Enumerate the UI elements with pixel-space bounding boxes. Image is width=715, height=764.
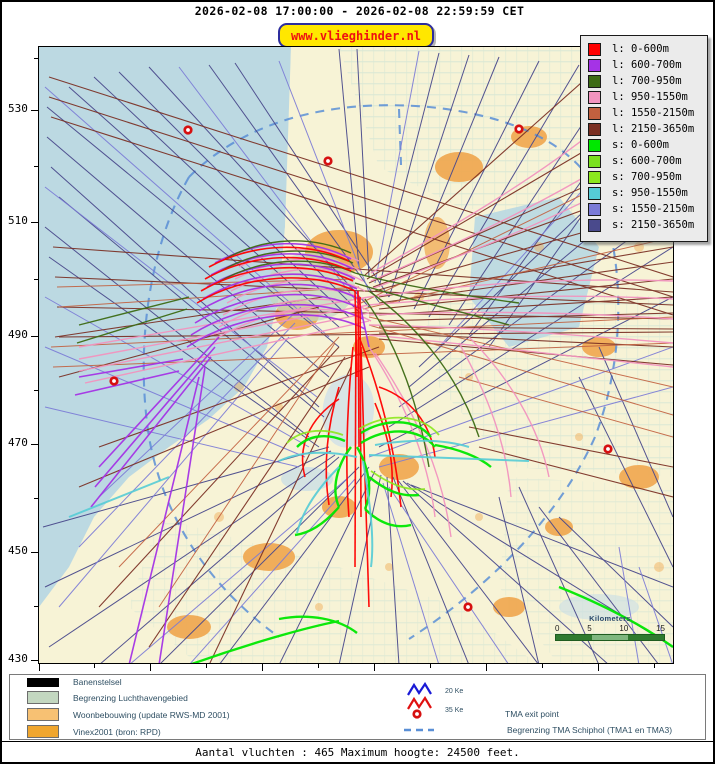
airport-area-swatch-icon (27, 691, 59, 704)
scale-tick-0: 0 (555, 624, 560, 633)
bottom-legend-label: Banenstelsel (73, 677, 122, 687)
legend-label: l: 950-1550m (612, 91, 688, 103)
y-tick-430: 430 (8, 652, 28, 665)
legend-row[interactable]: s: 0-600m (581, 137, 707, 153)
legend-row[interactable]: s: 1550-2150m (581, 201, 707, 217)
scale-bar-segments (555, 634, 665, 641)
site-logo-badge[interactable]: www.vlieghinder.nl (278, 23, 434, 48)
y-tick-530: 530 (8, 102, 28, 115)
legend-label: s: 600-700m (612, 155, 682, 167)
y-tick-490: 490 (8, 328, 28, 341)
bottom-legend-label: TMA exit point (505, 709, 559, 719)
bottom-legend-item-ke: 20 Ke 35 Ke (405, 678, 463, 716)
runway-swatch-icon (27, 677, 59, 687)
legend-label: l: 700-950m (612, 75, 682, 87)
legend-label: s: 700-950m (612, 171, 682, 183)
y-tick-450: 450 (8, 544, 28, 557)
bottom-legend-item-banenstelsel: Banenstelsel (27, 677, 122, 687)
legend-row[interactable]: l: 0-600m (581, 41, 707, 57)
scale-bar-title: Kilometers (589, 614, 631, 623)
legend-swatch-icon (588, 138, 601, 152)
altitude-legend[interactable]: l: 0-600m l: 600-700m l: 700-950m l: 950… (580, 35, 708, 242)
map-canvas[interactable]: Kilometers 0 5 10 15 (38, 46, 674, 664)
scale-tick-1: 5 (587, 624, 592, 633)
legend-label: l: 600-700m (612, 59, 682, 71)
scale-bar: Kilometers 0 5 10 15 (555, 614, 665, 641)
scale-tick-2: 10 (619, 624, 629, 633)
legend-label: l: 1550-2150m (612, 107, 695, 119)
legend-label: s: 2150-3650m (612, 219, 695, 231)
legend-label: s: 0-600m (612, 139, 669, 151)
y-tick-470: 470 (8, 436, 28, 449)
status-bar: Aantal vluchten : 465 Maximum hoogte: 24… (2, 741, 713, 762)
tma-boundary-icon (404, 728, 434, 732)
y-tick-510: 510 (8, 214, 28, 227)
legend-swatch-icon (588, 74, 601, 88)
legend-swatch-icon (588, 58, 601, 72)
map-graphic (39, 47, 673, 663)
legend-swatch-icon (588, 218, 601, 232)
legend-row[interactable]: s: 2150-3650m (581, 217, 707, 233)
bottom-legend-label: Woonbebouwing (update RWS-MD 2001) (73, 709, 230, 720)
bottom-legend-item-vinex: Vinex2001 (bron: RPD) (27, 725, 161, 738)
ke-contour-icon (407, 682, 432, 710)
page-title: 2026-02-08 17:00:00 - 2026-02-08 22:59:5… (194, 4, 525, 18)
legend-swatch-icon (588, 42, 601, 56)
vinex-swatch-icon (27, 725, 59, 738)
ke-35-label: 35 Ke (445, 707, 464, 714)
legend-row[interactable]: l: 950-1550m (581, 89, 707, 105)
legend-label: s: 950-1550m (612, 187, 688, 199)
legend-swatch-icon (588, 106, 601, 120)
bottom-legend-item-woonbebouwing: Woonbebouwing (update RWS-MD 2001) (27, 708, 230, 721)
legend-row[interactable]: s: 700-950m (581, 169, 707, 185)
scale-tick-3: 15 (656, 624, 665, 633)
legend-swatch-icon (588, 186, 601, 200)
scale-bar-ticks: 0 5 10 15 (555, 624, 665, 633)
bottom-legend-item-tma-exit: TMA exit point (408, 708, 559, 720)
legend-row[interactable]: s: 600-700m (581, 153, 707, 169)
legend-swatch-icon (588, 170, 601, 184)
tma-exit-point-group (109, 124, 613, 612)
legend-swatch-icon (588, 154, 601, 168)
ke-20-label: 20 Ke (445, 688, 464, 695)
legend-row[interactable]: l: 2150-3650m (581, 121, 707, 137)
housing-swatch-icon (27, 708, 59, 721)
bottom-legend-item-tma-boundary: Begrenzing TMA Schiphol (TMA1 en TMA3) (402, 725, 672, 735)
status-text: Aantal vluchten : 465 Maximum hoogte: 24… (195, 745, 520, 759)
bottom-legend-item-luchthavengebied: Begrenzing Luchthavengebied (27, 691, 188, 704)
legend-row[interactable]: l: 700-950m (581, 73, 707, 89)
legend-label: l: 2150-3650m (612, 123, 695, 135)
legend-swatch-icon (588, 122, 601, 136)
bottom-legend: Banenstelsel Begrenzing Luchthavengebied… (9, 674, 706, 740)
bottom-legend-label: Vinex2001 (bron: RPD) (73, 726, 161, 737)
bottom-legend-label: Begrenzing Luchthavengebied (73, 692, 188, 703)
legend-row[interactable]: l: 1550-2150m (581, 105, 707, 121)
legend-label: l: 0-600m (612, 43, 669, 55)
legend-row[interactable]: l: 600-700m (581, 57, 707, 73)
legend-row[interactable]: s: 950-1550m (581, 185, 707, 201)
bottom-legend-label: Begrenzing TMA Schiphol (TMA1 en TMA3) (507, 725, 673, 735)
legend-swatch-icon (588, 202, 601, 216)
legend-label: s: 1550-2150m (612, 203, 695, 215)
legend-swatch-icon (588, 90, 601, 104)
tma-exit-point-icon (412, 709, 422, 719)
